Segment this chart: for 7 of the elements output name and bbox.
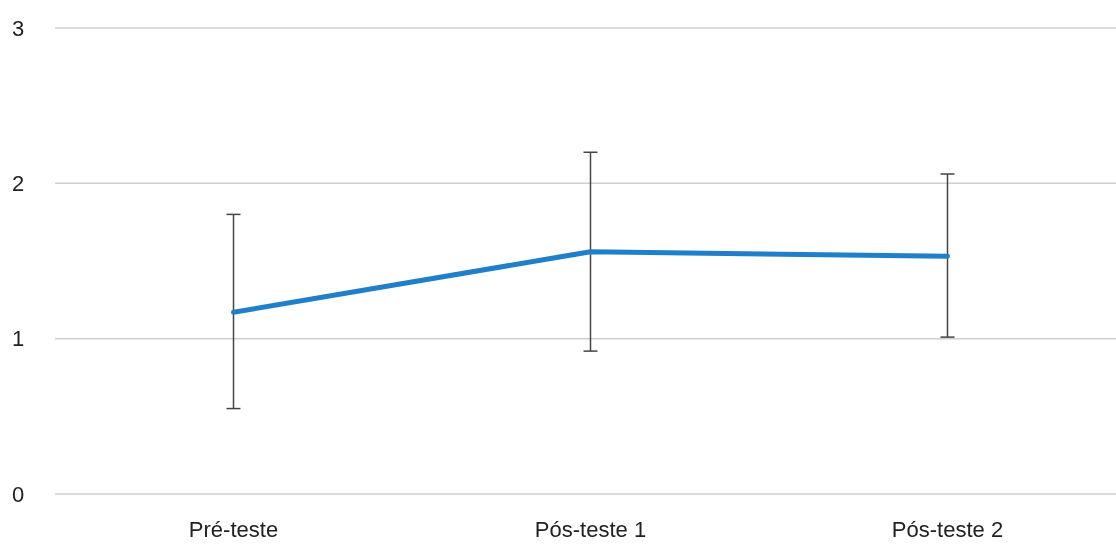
y-tick-label: 2: [11, 171, 25, 197]
y-tick-label: 1: [11, 326, 25, 352]
y-tick-label: 0: [11, 481, 25, 507]
x-tick-label: Pós-teste 1: [534, 517, 647, 542]
y-tick-label: 3: [11, 15, 25, 41]
x-tick-label: Pré-teste: [188, 517, 279, 542]
x-tick-label: Pós-teste 2: [891, 517, 1004, 542]
